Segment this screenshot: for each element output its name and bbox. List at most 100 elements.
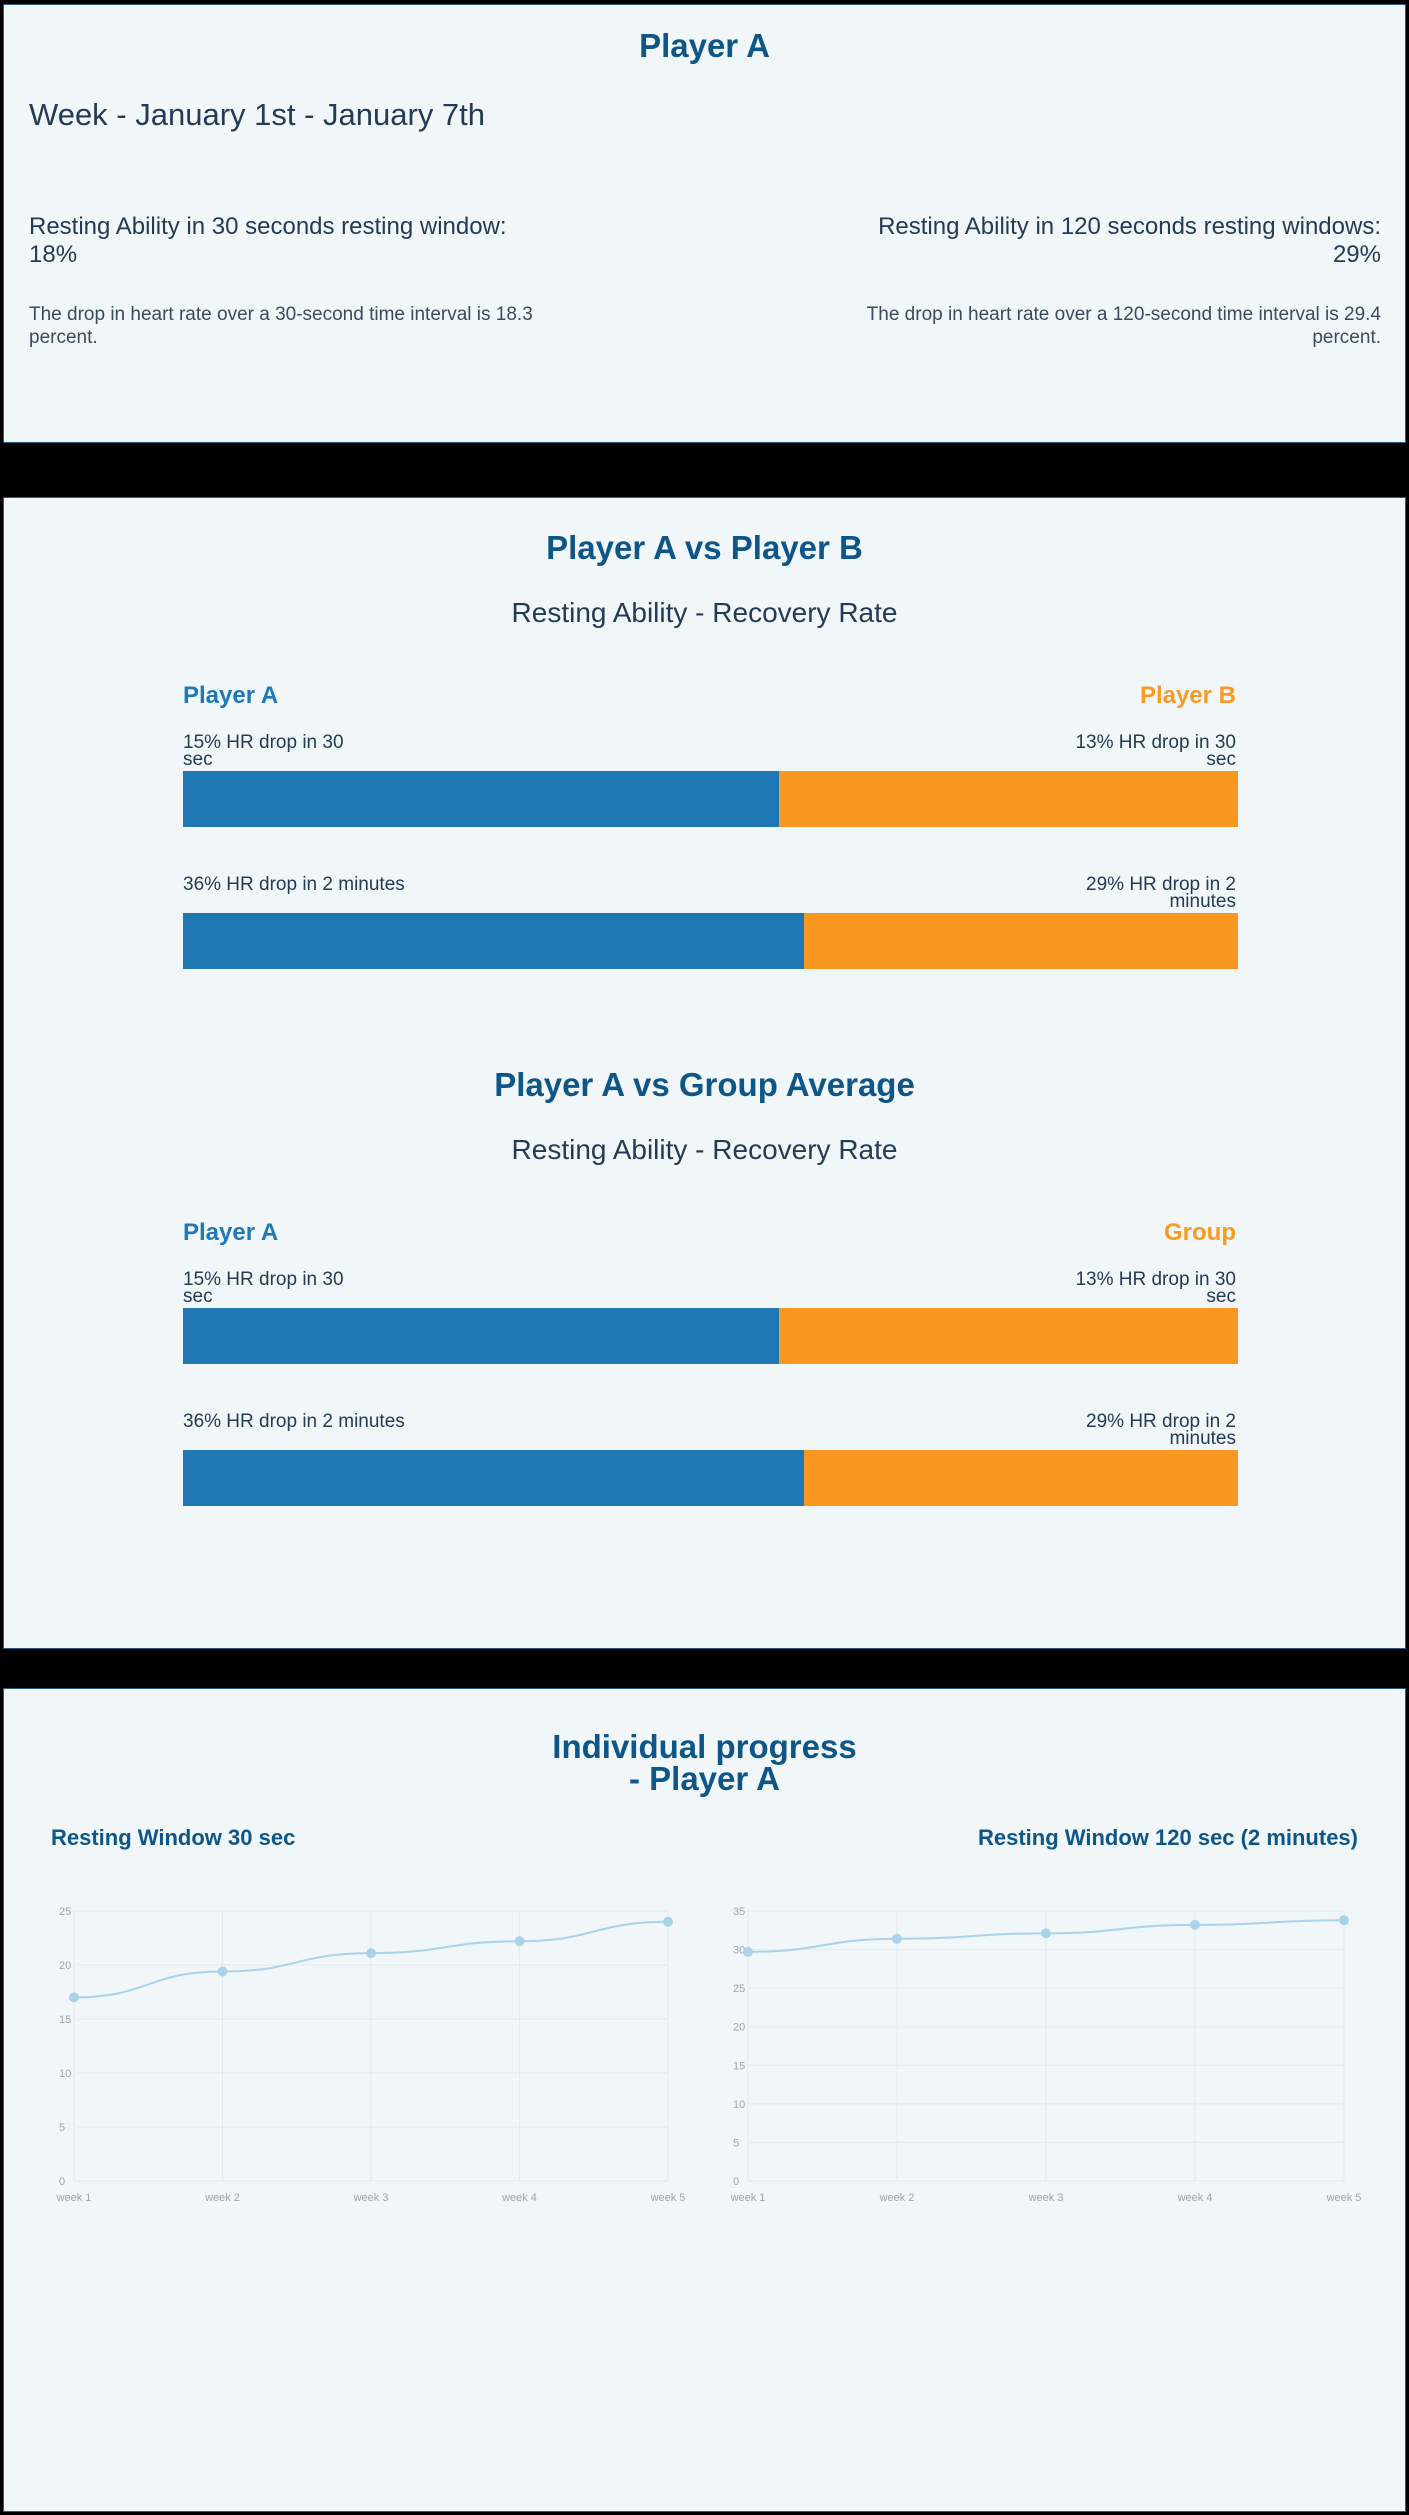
x-tick-label: week 2 (879, 2192, 915, 2204)
left-row-label: 15% HR drop in 30 sec (183, 732, 383, 770)
data-point (663, 1916, 673, 1927)
y-tick-label: 25 (733, 1983, 745, 1995)
label-line: 13% HR drop in 30 (1075, 1269, 1236, 1290)
week-range: Week - January 1st - January 7th (29, 97, 486, 132)
y-tick-label: 25 (59, 1906, 71, 1918)
right-bar-segment (804, 1450, 1238, 1506)
comparison-bar (183, 1308, 1238, 1364)
y-tick-label: 5 (59, 2122, 65, 2134)
x-tick-label: week 1 (56, 2192, 92, 2204)
progress-title: Individual progress - Player A (4, 1728, 1405, 1797)
x-tick-label: week 5 (1326, 2192, 1362, 2204)
y-tick-label: 15 (733, 2060, 745, 2072)
metric-120-value: 29% (1332, 241, 1381, 268)
left-player-name: Player A (183, 1219, 279, 1246)
x-tick-label: week 2 (204, 2192, 240, 2204)
label-line: sec (1206, 749, 1236, 770)
x-tick-label: week 5 (650, 2192, 686, 2204)
chart-title-30: Resting Window 30 sec (51, 1825, 296, 1850)
left-bar-segment (183, 1450, 805, 1506)
metric-30-heading-text: Resting Ability in 30 seconds resting wi… (29, 213, 507, 240)
right-player-name: Player B (1139, 682, 1236, 709)
right-row-label: 13% HR drop in 30 sec (1036, 732, 1236, 770)
y-tick-label: 10 (59, 2068, 71, 2080)
x-tick-label: week 4 (1177, 2192, 1213, 2204)
y-tick-label: 10 (733, 2099, 745, 2111)
y-tick-label: 5 (733, 2137, 739, 2149)
comparison-title: Player A vs Group Average (494, 1066, 915, 1103)
label-line: sec (183, 1286, 213, 1307)
data-point (1041, 1928, 1051, 1939)
label-line: 13% HR drop in 30 (1075, 732, 1236, 753)
metric-120-description: The drop in heart rate over a 120-second… (741, 303, 1381, 349)
metric-120-desc-line: The drop in heart rate over a 120-second… (866, 304, 1381, 325)
comparison-bar (183, 913, 1238, 969)
metric-30-description: The drop in heart rate over a 30-second … (29, 303, 629, 349)
label-line: 29% HR drop in 2 (1086, 874, 1236, 895)
y-tick-label: 30 (733, 1945, 745, 1957)
comparison-bar (183, 1450, 1238, 1506)
label-line: minutes (1169, 1428, 1236, 1449)
left-bar-segment (183, 1308, 780, 1364)
data-point (366, 1948, 376, 1959)
y-tick-label: 20 (59, 1960, 71, 1972)
label-line: sec (1206, 1286, 1236, 1307)
chart-resting-window-30: 0 5 10 15 20 25 week 1 week 2 week 3 week 4 week 5 (56, 1906, 686, 2204)
comparison-subtitle: Resting Ability - Recovery Rate (511, 1134, 898, 1165)
progress-title-line: Individual progress (552, 1728, 857, 1765)
label-line: 15% HR drop in 30 (183, 1269, 344, 1290)
comparison-title: Player A vs Player B (546, 529, 863, 566)
chart-title-120: Resting Window 120 sec (2 minutes) (978, 1825, 1358, 1850)
metric-120-desc-line: percent. (1312, 327, 1381, 348)
label-line: sec (183, 749, 213, 770)
metric-30-desc-line: The drop in heart rate over a 30-second … (29, 304, 533, 325)
chart-resting-window-120: 0 5 10 15 20 25 30 35 week 1 week 2 week 3 week 4 we… (730, 1906, 1362, 2204)
comparison-panel: Player A vs Player B Resting Ability - R… (3, 497, 1406, 1649)
data-point (1190, 1919, 1200, 1930)
x-tick-label: week 3 (353, 2192, 389, 2204)
right-bar-segment (779, 1308, 1238, 1364)
data-point (1339, 1915, 1349, 1926)
data-point (892, 1933, 902, 1944)
metric-120-heading-text: Resting Ability in 120 seconds resting w… (878, 213, 1381, 240)
y-tick-label: 0 (59, 2176, 65, 2188)
metric-30-value: 18% (29, 241, 78, 268)
summary-panel: Player A Week - January 1st - January 7t… (3, 4, 1406, 443)
label-line: minutes (1169, 891, 1236, 912)
y-tick-label: 0 (733, 2176, 739, 2188)
metric-120-heading: Resting Ability in 120 seconds resting w… (761, 213, 1381, 269)
right-row-label: 29% HR drop in 2 minutes (1036, 1411, 1236, 1449)
metric-30-desc-line: percent. (29, 327, 98, 348)
data-point (514, 1936, 525, 1947)
data-point (743, 1946, 753, 1957)
comparison-bar (183, 771, 1238, 827)
y-tick-label: 15 (59, 2014, 71, 2026)
right-group-name: Group (1164, 1219, 1236, 1246)
x-tick-label: week 4 (501, 2192, 537, 2204)
left-row-label: 36% HR drop in 2 minutes (183, 1411, 503, 1432)
data-point (217, 1966, 228, 1977)
label-line: 36% HR drop in 2 minutes (183, 874, 405, 895)
progress-title-line: - Player A (628, 1760, 780, 1797)
y-tick-label: 35 (733, 1906, 745, 1918)
label-line: 36% HR drop in 2 minutes (183, 1411, 405, 1432)
left-row-label: 36% HR drop in 2 minutes (183, 874, 503, 895)
x-tick-label: week 1 (730, 2192, 766, 2204)
page-title: Player A (639, 27, 770, 64)
progress-panel: Individual progress - Player A Resting W… (3, 1688, 1406, 2512)
y-tick-label: 20 (733, 2022, 745, 2034)
label-line: 29% HR drop in 2 (1086, 1411, 1236, 1432)
left-player-name: Player A (183, 682, 279, 709)
right-bar-segment (804, 913, 1238, 969)
data-point (69, 1992, 79, 2003)
label-line: 15% HR drop in 30 (183, 732, 344, 753)
left-row-label: 15% HR drop in 30 sec (183, 1269, 383, 1307)
right-row-label: 29% HR drop in 2 minutes (1036, 874, 1236, 912)
left-bar-segment (183, 771, 780, 827)
right-row-label: 13% HR drop in 30 sec (1036, 1269, 1236, 1307)
comparison-subtitle: Resting Ability - Recovery Rate (511, 597, 898, 628)
left-bar-segment (183, 913, 805, 969)
metric-30-heading: Resting Ability in 30 seconds resting wi… (29, 213, 589, 269)
x-tick-label: week 3 (1028, 2192, 1064, 2204)
right-bar-segment (779, 771, 1238, 827)
